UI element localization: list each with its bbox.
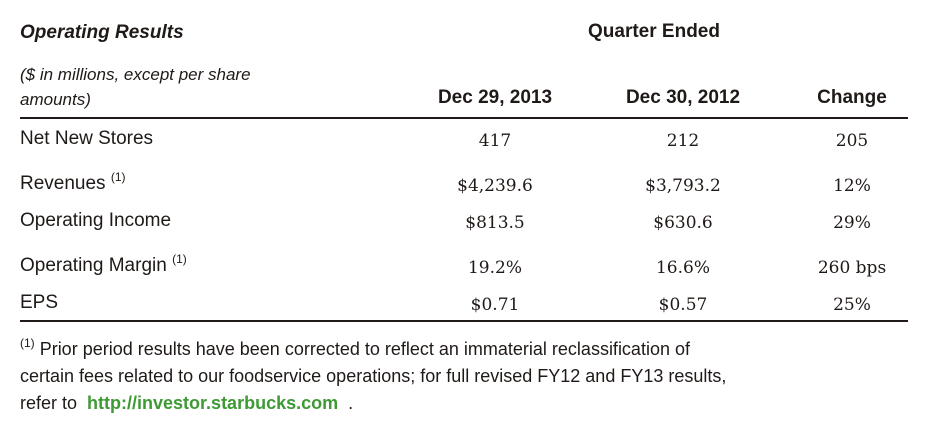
table-subtitle: ($ in millions, except per share amounts… xyxy=(20,65,251,109)
cell-operating-margin-2012: 16.6% xyxy=(655,258,710,278)
footnote: (1) Prior period results have been corre… xyxy=(20,336,900,417)
cell-operating-income-change: 29% xyxy=(833,213,871,233)
cell-revenues-change: 12% xyxy=(833,176,871,196)
footnote-line-3: refer to http://investor.starbucks.com . xyxy=(20,393,354,413)
cell-eps-2013: $0.71 xyxy=(470,295,520,315)
header-rule xyxy=(20,117,908,119)
cell-eps-change: 25% xyxy=(833,295,871,315)
row-label-operating-income: Operating Income xyxy=(20,210,172,231)
cell-revenues-2013: $4,239.6 xyxy=(457,176,533,196)
cell-net-new-stores-2012: 212 xyxy=(666,131,700,151)
footnote-marker: (1) xyxy=(20,336,35,350)
cell-net-new-stores-2013: 417 xyxy=(478,131,512,151)
cell-operating-margin-change: 260 bps xyxy=(817,258,887,278)
column-header-change: Change xyxy=(817,87,887,108)
footnote-line-2: certain fees related to our foodservice … xyxy=(20,366,727,386)
cell-operating-income-2012: $630.6 xyxy=(653,213,713,233)
table-title: Operating Results xyxy=(20,22,184,43)
cell-operating-income-2013: $813.5 xyxy=(465,213,525,233)
footer-rule xyxy=(20,320,908,322)
cell-revenues-2012: $3,793.2 xyxy=(645,176,721,196)
cell-net-new-stores-change: 205 xyxy=(835,131,869,151)
footnote-marker: (1) xyxy=(110,170,126,184)
period-header: Quarter Ended xyxy=(588,21,720,42)
investor-link[interactable]: http://investor.starbucks.com xyxy=(87,393,339,413)
footnote-marker: (1) xyxy=(172,252,187,266)
footnote-line-1: (1) Prior period results have been corre… xyxy=(20,336,690,359)
column-header-dec-30-2012: Dec 30, 2012 xyxy=(625,87,741,108)
cell-eps-2012: $0.57 xyxy=(658,295,708,315)
row-label-revenues: Revenues (1) xyxy=(20,170,126,194)
row-label-eps: EPS xyxy=(20,292,59,313)
row-label-net-new-stores: Net New Stores xyxy=(20,128,154,149)
row-label-operating-margin: Operating Margin (1) xyxy=(20,252,187,276)
column-header-dec-29-2013: Dec 29, 2013 xyxy=(437,87,553,108)
cell-operating-margin-2013: 19.2% xyxy=(467,258,522,278)
